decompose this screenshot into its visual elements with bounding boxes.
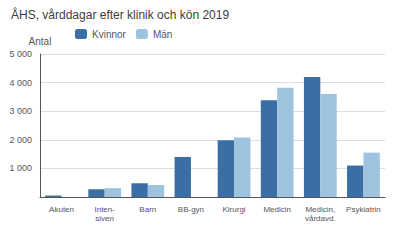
svg-text:Medicin,: Medicin,	[305, 205, 335, 214]
svg-text:BB-gyn: BB-gyn	[178, 205, 204, 214]
svg-text:Inten-: Inten-	[94, 205, 115, 214]
svg-text:Psykiatrin: Psykiatrin	[346, 205, 381, 214]
svg-text:ÅHS, vårddagar efter klinik oc: ÅHS, vårddagar efter klinik och kön 2019	[11, 7, 229, 22]
svg-text:Medicin: Medicin	[263, 205, 291, 214]
svg-text:1 000: 1 000	[9, 163, 32, 173]
svg-text:Män: Män	[153, 29, 172, 40]
svg-text:Akuten: Akuten	[49, 205, 74, 214]
svg-text:vårdavd.: vårdavd.	[305, 214, 336, 223]
svg-text:Barn: Barn	[139, 205, 156, 214]
svg-text:Kvinnor: Kvinnor	[92, 29, 127, 40]
svg-text:siven: siven	[95, 214, 114, 223]
svg-text:3 000: 3 000	[9, 106, 32, 116]
svg-text:2 000: 2 000	[9, 135, 32, 145]
svg-text:Kirurgi: Kirurgi	[223, 205, 246, 214]
svg-text:5 000: 5 000	[9, 49, 32, 59]
svg-text:4 000: 4 000	[9, 78, 32, 88]
svg-text:Antal: Antal	[29, 36, 52, 47]
